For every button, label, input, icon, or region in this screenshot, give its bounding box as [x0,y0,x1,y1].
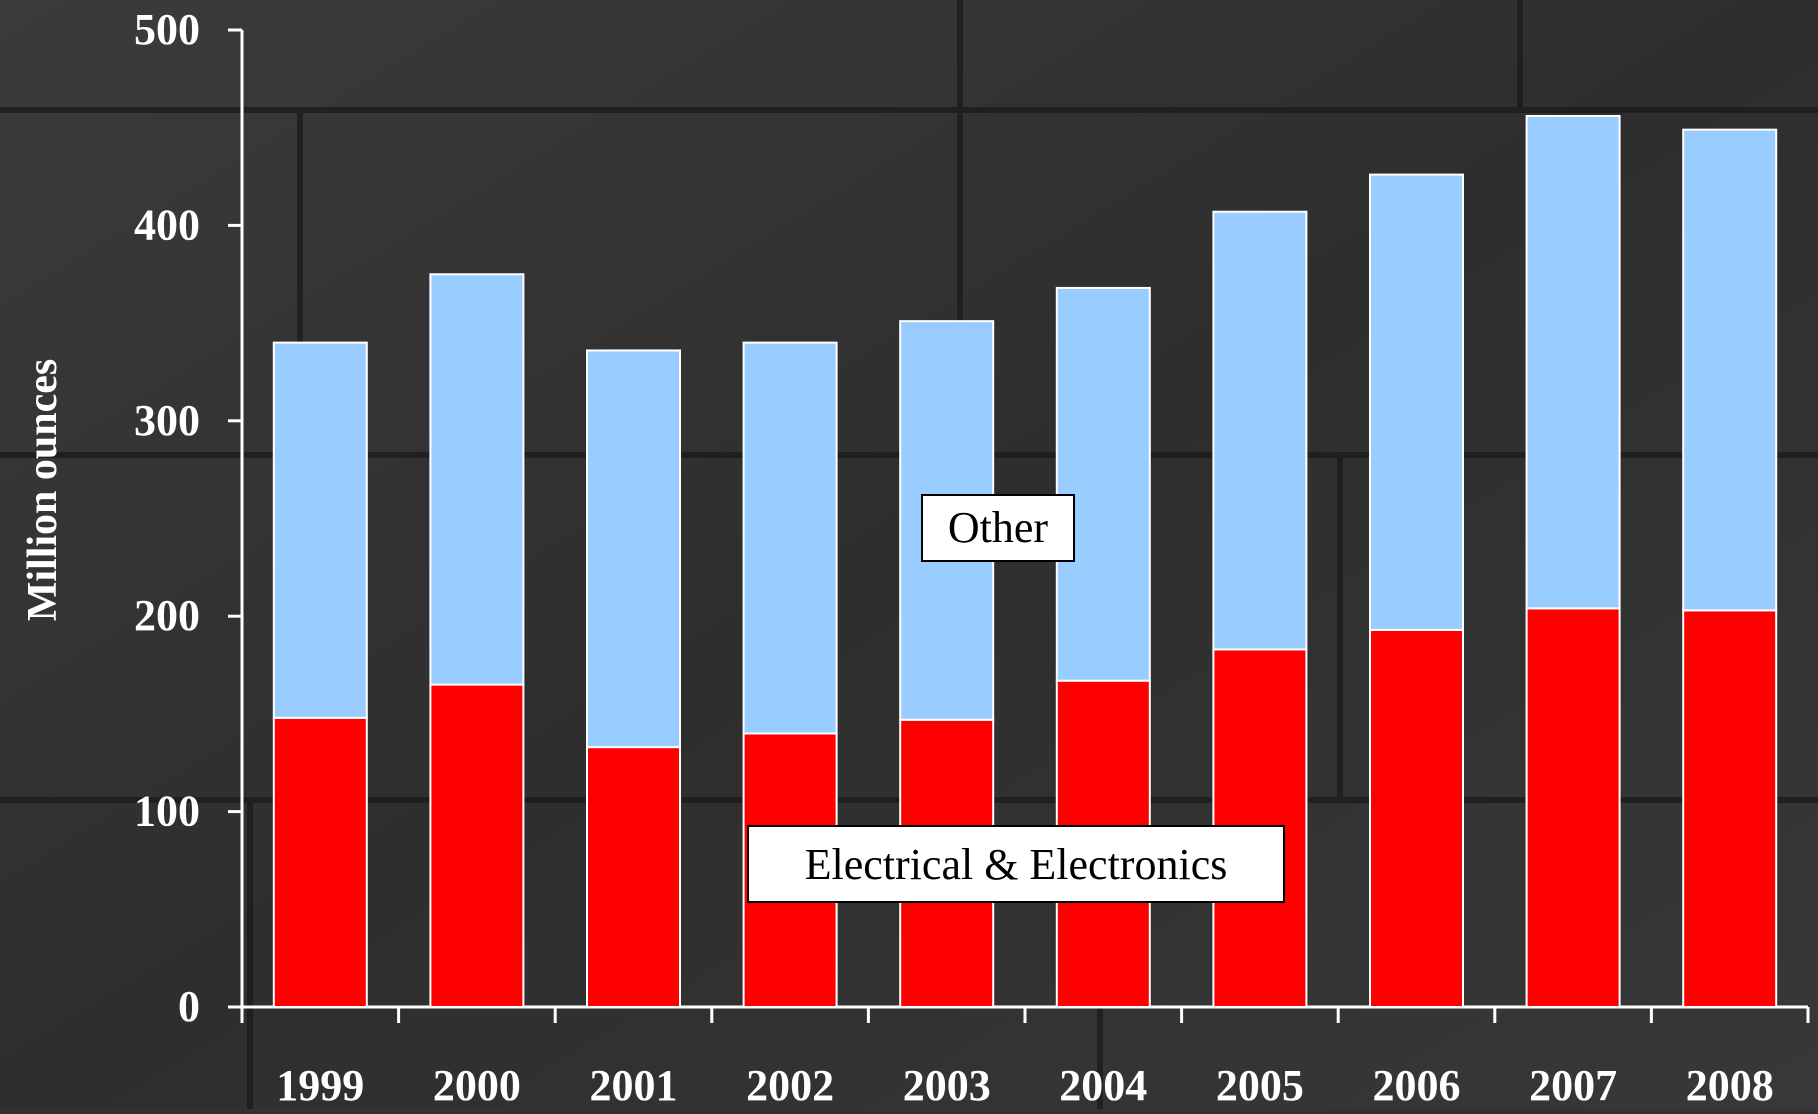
x-tick-label-2002: 2002 [746,1061,834,1109]
legend-label-other: Other [948,503,1049,552]
x-tick-label-2003: 2003 [903,1061,991,1109]
legend-item-other: Other [921,494,1075,562]
tick-labels: 0 100 200 300 400 500 1999 2000 2001 2002 2003 2004… [134,5,1774,1110]
y-tick-label-200: 200 [134,591,200,640]
legend: Other Electrical & Electronics [747,494,1285,903]
bar-other-2006 [1369,173,1464,631]
x-tick-label-2007: 2007 [1529,1061,1617,1109]
y-tick-label-300: 300 [134,396,200,445]
bar-other-2002 [742,341,838,735]
x-tick-label-2000: 2000 [433,1061,521,1109]
bar-other-2005 [1212,210,1308,651]
legend-label-electrical: Electrical & Electronics [805,840,1228,889]
x-tick-label-2008: 2008 [1686,1061,1774,1109]
bar-other-2004 [1055,286,1151,682]
legend-item-electrical: Electrical & Electronics [747,825,1285,903]
bar-other-2000 [429,273,525,686]
x-tick-label-2001: 2001 [590,1061,678,1109]
bar-other-1999 [272,341,368,719]
bar-other-2001 [586,349,681,749]
bar-other-2007 [1525,114,1621,610]
bar-electrical-2006 [1369,628,1464,1008]
y-axis-title: Million ounces [20,359,66,622]
bar-electrical-2007 [1525,607,1621,1008]
x-tick-label-2005: 2005 [1216,1061,1304,1109]
x-tick-label-1999: 1999 [276,1061,364,1109]
y-tick-label-0: 0 [178,982,200,1031]
y-tick-label-100: 100 [134,787,200,836]
bar-electrical-2001 [586,746,681,1008]
y-tick-label-400: 400 [134,200,200,249]
y-tick-label-500: 500 [134,5,200,54]
legend-box-other [921,494,1075,562]
bar-electrical-1999 [272,716,368,1008]
bar-other-2008 [1682,128,1778,612]
bar-electrical-2000 [429,683,525,1009]
legend-box-electrical [747,825,1285,903]
x-tick-label-2006: 2006 [1373,1061,1461,1109]
x-tick-label-2004: 2004 [1059,1061,1147,1109]
bar-electrical-2008 [1682,609,1778,1008]
